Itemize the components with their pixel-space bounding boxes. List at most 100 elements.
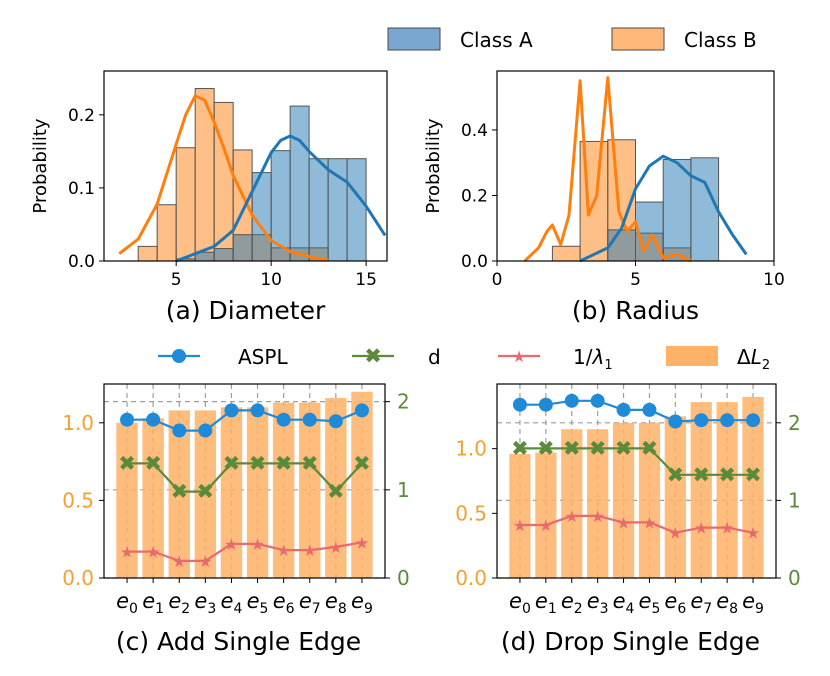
y-tick-label: 0.0 (68, 252, 95, 272)
x-tick-label: e3 (194, 589, 216, 617)
point-inv-lambda: ★ (746, 524, 760, 543)
right-y-tick-label: 0 (788, 566, 801, 590)
legend-swatch-delta-l2 (666, 346, 718, 366)
point-inv-lambda: ★ (694, 519, 708, 538)
y-axis-label: Probability (30, 118, 51, 213)
hist-bar-class-a (662, 158, 692, 262)
line-d (520, 447, 753, 476)
x-tick-label-subscript: 7 (312, 601, 321, 617)
bar-delta-l2 (509, 453, 531, 578)
point-inv-lambda: ★ (303, 541, 317, 560)
line-inv-lambda (520, 514, 754, 534)
x-tick-label: e7 (299, 589, 321, 617)
legend-marker-inv-lambda: ★ (512, 347, 526, 366)
bar-delta-l2 (299, 402, 321, 578)
x-tick-label-base: e (116, 589, 129, 613)
bar-delta-l2 (690, 402, 712, 578)
point-inv-lambda: ★ (276, 541, 290, 560)
x-tick-label: 5 (171, 270, 182, 290)
legend-swatch-class-b (611, 27, 665, 51)
point-d: ✖ (537, 436, 555, 460)
x-tick-label: e2 (168, 589, 190, 617)
legend-marker-aspl (172, 349, 186, 363)
x-tick-label: e8 (325, 589, 347, 617)
point-aspl (328, 414, 343, 429)
axes-frame (496, 383, 777, 579)
point-inv-lambda: ★ (146, 543, 160, 562)
x-tick-label-base: e (273, 589, 286, 613)
point-d: ✖ (144, 451, 162, 475)
x-tick-label: e8 (716, 589, 738, 617)
x-tick-label-subscript: 2 (574, 601, 583, 617)
x-tick-label: e0 (116, 589, 138, 617)
x-tick-label-subscript: 1 (548, 601, 557, 617)
point-d: ✖ (353, 451, 371, 475)
x-tick-label-base: e (221, 589, 234, 613)
legend-label-delta-l2: ΔL2 (737, 345, 770, 373)
panel-radius: 0 5 10 0.0 0.2 0.4 Probability (b) Radius (423, 70, 785, 325)
legend-label-aspl: ASPL (238, 345, 288, 369)
x-tick-label-subscript: 3 (600, 601, 609, 617)
right-y-tick-label: 1 (788, 488, 801, 512)
line-inv-lambda (127, 541, 363, 562)
point-aspl (198, 423, 213, 438)
y-tick-label: 0.1 (68, 179, 95, 199)
x-tick-label: e4 (221, 589, 243, 617)
point-inv-lambda: ★ (668, 524, 682, 543)
hist-bar-class-b (175, 147, 196, 262)
y-tick-label: 0.4 (461, 121, 488, 141)
x-tick-label: e4 (613, 589, 635, 617)
kde-line-class-b (523, 76, 692, 263)
point-d: ✖ (223, 451, 241, 475)
x-tick-label-subscript: 9 (755, 601, 764, 617)
x-tick-label: e9 (351, 589, 373, 617)
bar-delta-l2 (168, 410, 190, 578)
top-legend: Class A Class B (387, 27, 757, 52)
x-tick-label-subscript: 4 (233, 601, 242, 617)
hist-bar-class-a (213, 248, 234, 262)
axes-frame (103, 383, 386, 579)
x-tick-label: e6 (273, 589, 295, 617)
hist-bar-class-b (551, 245, 581, 262)
point-aspl (512, 397, 527, 412)
point-aspl (302, 412, 317, 427)
x-tick-label-subscript: 7 (703, 601, 712, 617)
point-inv-lambda: ★ (590, 507, 604, 526)
point-d: ✖ (275, 451, 293, 475)
point-d: ✖ (118, 451, 136, 475)
hist-bar-class-a (327, 158, 348, 262)
bar-delta-l2 (351, 391, 373, 578)
x-tick-label: e1 (535, 589, 557, 617)
x-tick-label-base: e (299, 589, 312, 613)
x-tick-label-subscript: 6 (286, 601, 295, 617)
point-inv-lambda: ★ (513, 516, 527, 535)
x-tick-label-subscript: 0 (129, 601, 138, 617)
x-tick-label: e7 (690, 589, 712, 617)
panel-title: (d) Drop Single Edge (501, 627, 760, 656)
bar-delta-l2 (561, 429, 583, 578)
bar-delta-l2 (116, 422, 138, 578)
y-axis-label: Probability (423, 118, 444, 213)
point-inv-lambda: ★ (539, 516, 553, 535)
bar-delta-l2 (220, 407, 243, 578)
hist-bar-class-b (156, 204, 177, 262)
point-aspl (746, 413, 761, 428)
bar-delta-l2 (612, 422, 635, 578)
panel-title: (b) Radius (572, 296, 699, 325)
left-y-tick-label: 0.5 (62, 488, 94, 512)
legend-label-class-a: Class A (460, 28, 533, 52)
point-aspl (276, 412, 291, 427)
right-y-tick-label: 1 (397, 478, 410, 502)
point-aspl (642, 402, 657, 417)
point-d: ✖ (589, 436, 607, 460)
x-tick-label: e9 (742, 589, 764, 617)
legend-label-inv-lambda: 1/λ1 (573, 345, 613, 373)
point-d: ✖ (563, 436, 581, 460)
x-tick-label: e3 (587, 589, 609, 617)
hist-bar-class-a (690, 157, 720, 262)
x-tick-label-base: e (168, 589, 181, 613)
x-tick-label-subscript: 4 (626, 601, 635, 617)
line-aspl (520, 399, 753, 423)
